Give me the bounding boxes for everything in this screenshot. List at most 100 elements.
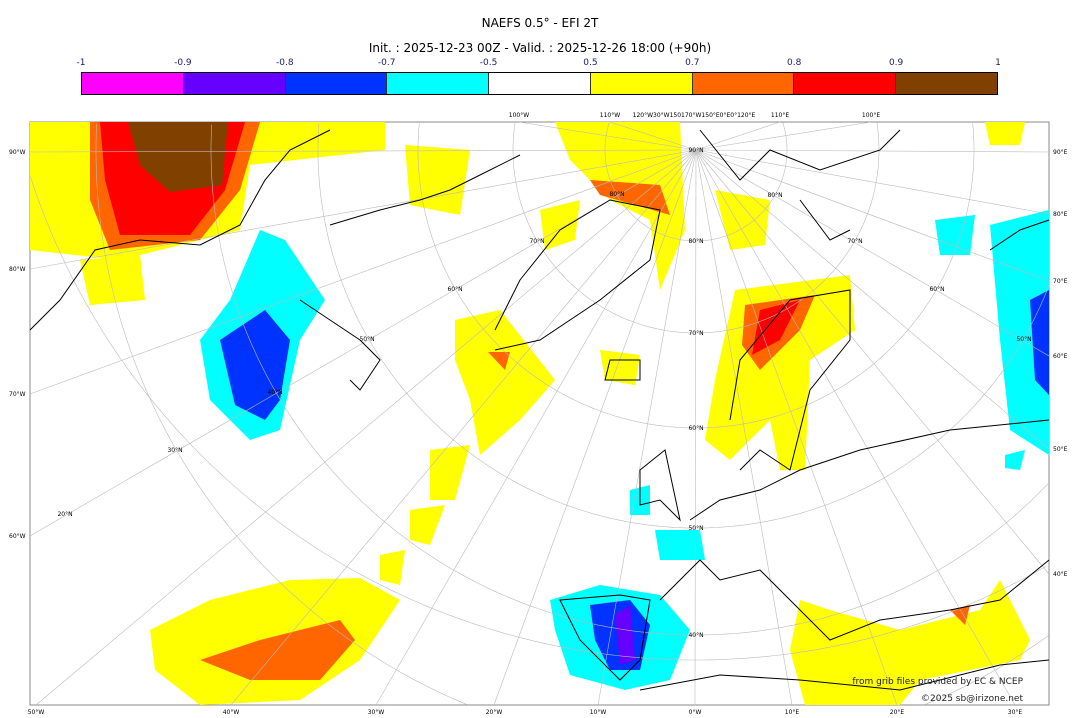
- graticule-label: 100°E: [862, 112, 880, 119]
- parallel-line: [210, 124, 1049, 636]
- colorbar-tick: 0.8: [787, 58, 802, 68]
- graticule-label: 40°E: [1053, 571, 1068, 578]
- graticule-label: 60°N: [447, 286, 462, 293]
- efi-region: [220, 310, 290, 420]
- graticule-label: 70°N: [688, 330, 703, 337]
- efi-region: [935, 215, 975, 255]
- efi-region: [380, 550, 405, 585]
- coastline: [659, 559, 1050, 641]
- graticule-label: 80°N: [688, 238, 703, 245]
- graticule-label: 40°W: [223, 709, 240, 716]
- meridian-line: [695, 149, 898, 706]
- meridian-line: [695, 149, 1050, 450]
- efi-region: [752, 300, 800, 355]
- efi-region: [410, 505, 445, 545]
- coastline: [299, 299, 381, 391]
- efi-region: [985, 122, 1025, 145]
- efi-region: [655, 530, 705, 560]
- colorbar-segment: [285, 73, 388, 94]
- copyright: ©2025 sb@irizone.net: [921, 694, 1023, 704]
- colorbar-tick: -0.9: [174, 58, 192, 68]
- meridian-line: [375, 149, 697, 706]
- meridian-line: [518, 121, 697, 151]
- chart-subtitle: Init. : 2025-12-23 00Z - Valid. : 2025-1…: [368, 41, 712, 55]
- coastline: [639, 659, 1050, 691]
- colorbar-tick: 1: [995, 58, 1001, 68]
- coastline: [29, 129, 331, 331]
- graticule-label: 30°W: [368, 709, 385, 716]
- colorbar-segment: [183, 73, 286, 94]
- graticule-label: 120°W30°W150170°W150°E0°E0°120°E: [633, 112, 756, 119]
- colorbar-segment: [387, 73, 490, 94]
- efi-region: [128, 122, 228, 192]
- coastline: [604, 359, 641, 381]
- colorbar-tick: -0.5: [479, 58, 498, 68]
- graticule-label: 70°N: [529, 238, 544, 245]
- graticule-label: 90°N: [688, 147, 703, 154]
- parallel-line: [604, 122, 788, 242]
- efi-region: [405, 145, 470, 215]
- graticule-label: 80°N: [767, 192, 782, 199]
- coastline: [799, 199, 851, 241]
- parallel-line: [417, 123, 975, 429]
- graticule-label: 50°E: [1053, 446, 1068, 453]
- efi-region: [80, 255, 145, 305]
- graticule-label: 40°N: [267, 389, 282, 396]
- graticule-label: 60°N: [929, 286, 944, 293]
- coastline: [989, 219, 1050, 251]
- graticule-label: 70°N: [847, 238, 862, 245]
- graticule-label: 30°N: [167, 447, 182, 454]
- coastline: [639, 449, 681, 522]
- colorbar-tick: -0.8: [275, 58, 294, 68]
- efi-region: [790, 580, 1030, 705]
- efi-region: [200, 620, 355, 680]
- coastline: [699, 129, 901, 181]
- colorbar: [81, 72, 998, 95]
- efi-region: [555, 122, 685, 290]
- graticule-label: 100°W: [509, 112, 529, 119]
- meridian-line: [695, 149, 1050, 575]
- efi-region: [455, 310, 555, 455]
- meridian-line: [609, 121, 697, 151]
- colorbar-tick: 0.9: [888, 58, 904, 68]
- colorbar-tick: 0.5: [583, 58, 598, 68]
- graticule-label: 20°E: [890, 709, 905, 716]
- coastline: [729, 289, 851, 471]
- meridian-line: [695, 149, 793, 706]
- graticule-label: 40°N: [688, 632, 703, 639]
- coastline: [559, 594, 651, 681]
- graticule-label: 90°W: [9, 149, 26, 156]
- parallel-line: [512, 122, 880, 334]
- efi-region: [488, 352, 510, 370]
- colorbar-tick: -1: [76, 58, 86, 68]
- graticule-label: 80°W: [9, 266, 26, 273]
- graticule-label: 10°W: [590, 709, 607, 716]
- efi-region: [430, 445, 470, 500]
- graticule-label: 50°N: [359, 336, 374, 343]
- efi-region: [615, 605, 635, 665]
- meridian-line: [695, 121, 872, 151]
- parallel-line: [30, 176, 1047, 661]
- graticule-label: 0°W: [689, 709, 702, 716]
- colorbar-segment: [692, 73, 795, 94]
- colorbar-tick: -0.7: [377, 58, 396, 68]
- graticule-label: 50°N: [1016, 336, 1031, 343]
- meridian-line: [230, 149, 697, 706]
- graticule-label: 10°E: [785, 709, 800, 716]
- colorbar-segment: [794, 73, 897, 94]
- parallel-line: [95, 123, 1049, 705]
- meridian-line: [29, 149, 697, 270]
- graticule-label: 60°N: [688, 425, 703, 432]
- coastline: [329, 154, 521, 226]
- efi-region: [600, 350, 640, 385]
- colorbar-segment: [82, 73, 184, 94]
- meridian-line: [694, 149, 697, 706]
- graticule-label: 60°W: [9, 533, 26, 540]
- meridian-line: [695, 149, 1050, 282]
- graticule-label: 70°W: [9, 391, 26, 398]
- graticule-label: 90°E: [1053, 149, 1068, 156]
- graticule-label: 60°E: [1053, 353, 1068, 360]
- graticule-label: 80°E: [1053, 211, 1068, 218]
- meridian-line: [35, 149, 697, 706]
- parallel-line: [317, 123, 1050, 529]
